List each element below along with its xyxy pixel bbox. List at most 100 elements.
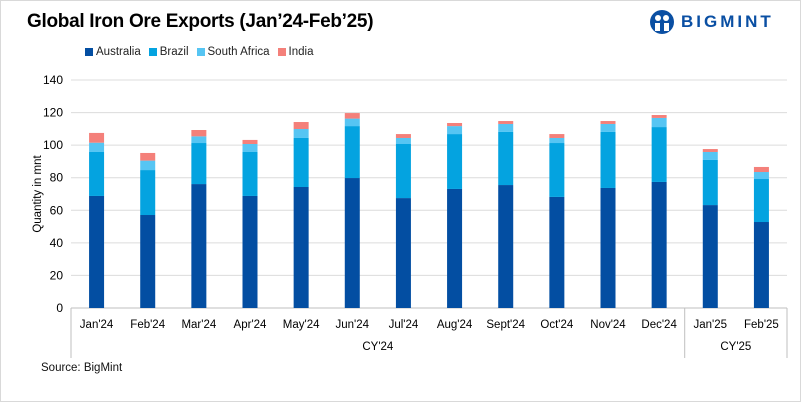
bar-australia [242, 195, 258, 308]
bar-australia [447, 188, 463, 308]
bar-australia [140, 215, 156, 308]
bar-australia [753, 222, 769, 308]
bar-india [549, 134, 565, 138]
legend: Australia Brazil South Africa India [85, 46, 313, 58]
bar-india [140, 152, 156, 161]
legend-label: Brazil [159, 46, 189, 58]
source-note: Source: BigMint [41, 362, 123, 374]
y-tick-label: 40 [50, 236, 64, 250]
chart-title: Global Iron Ore Exports (Jan’24-Feb’25) [27, 11, 374, 32]
x-tick-label: May'24 [283, 319, 320, 331]
x-tick-label: Jun'24 [336, 319, 370, 331]
bar-south-africa [140, 160, 156, 171]
brand-name: BIGMINT [681, 12, 774, 31]
y-tick-label: 20 [50, 268, 64, 282]
x-tick-label: Sept'24 [486, 319, 525, 331]
bar-brazil [651, 127, 667, 182]
bar-brazil [344, 126, 360, 179]
bar-brazil [549, 143, 565, 197]
bar-india [293, 122, 309, 130]
bar-brazil [447, 134, 463, 189]
bar-south-africa [447, 126, 463, 135]
bar-india [651, 115, 667, 118]
bar-australia [191, 184, 207, 308]
bar-south-africa [395, 137, 411, 145]
bigmint-logo-icon [650, 10, 674, 34]
x-tick-label: Nov'24 [590, 319, 626, 331]
bar-brazil [395, 144, 411, 199]
legend-swatch [148, 48, 157, 56]
legend-item: Australia [85, 46, 141, 58]
bar-brazil [191, 143, 207, 185]
bar-india [191, 129, 207, 137]
legend-swatch [277, 48, 286, 56]
bar-south-africa [498, 123, 514, 132]
bar-south-africa [344, 118, 360, 127]
bar-australia [498, 185, 514, 308]
bar-brazil [242, 151, 258, 196]
bar-india [447, 122, 463, 127]
legend-label: India [288, 46, 314, 58]
bar-brazil [600, 131, 616, 188]
bar-south-africa [702, 151, 718, 160]
x-tick-label: Apr'24 [234, 319, 267, 331]
bar-brazil [140, 170, 156, 216]
legend-label: Australia [96, 46, 141, 58]
bar-australia [651, 181, 667, 308]
group-label: CY'24 [362, 341, 394, 353]
bar-india [600, 121, 616, 124]
bar-south-africa [600, 123, 616, 132]
bar-south-africa [293, 129, 309, 138]
bar-south-africa [242, 144, 258, 152]
x-tick-label: Feb'24 [130, 319, 165, 331]
y-tick-label: 120 [43, 106, 63, 120]
bar-india [498, 121, 514, 124]
x-tick-label: Mar'24 [181, 319, 216, 331]
bar-india [753, 166, 769, 173]
y-tick-label: 80 [50, 171, 64, 185]
y-tick-label: 0 [56, 301, 63, 315]
bar-india [395, 134, 411, 138]
bar-india [242, 139, 258, 145]
bar-south-africa [89, 142, 105, 152]
bar-australia [549, 196, 565, 308]
x-tick-label: Oct'24 [540, 319, 573, 331]
y-axis-label: Quantity in mnt [32, 155, 44, 233]
y-tick-label: 100 [43, 138, 63, 152]
x-tick-label: Feb'25 [744, 319, 779, 331]
legend-swatch [85, 48, 93, 56]
x-tick-label: Jan'24 [80, 319, 114, 331]
x-tick-label: Aug'24 [437, 319, 473, 331]
bar-australia [293, 186, 309, 308]
bar-south-africa [549, 137, 565, 144]
bar-australia [395, 198, 411, 308]
bar-australia [344, 178, 360, 308]
bar-south-africa [191, 136, 207, 144]
bar-brazil [498, 131, 514, 186]
x-tick-label: Dec'24 [641, 319, 677, 331]
legend-swatch [196, 48, 205, 56]
y-tick-label: 140 [43, 73, 63, 87]
bar-brazil [702, 159, 718, 206]
x-tick-label: Jan'25 [694, 319, 728, 331]
group-label: CY'25 [720, 341, 751, 353]
bar-brazil [293, 137, 309, 187]
bar-brazil [753, 179, 769, 223]
bar-south-africa [651, 117, 667, 128]
legend-item: Brazil [148, 46, 189, 58]
legend-item: India [277, 46, 314, 58]
bar-india [702, 149, 718, 152]
bar-india [89, 132, 105, 143]
bar-brazil [89, 151, 105, 196]
legend-item: South Africa [196, 46, 270, 58]
bar-south-africa [753, 172, 769, 180]
x-tick-label: Jul'24 [389, 319, 419, 331]
bar-india [344, 113, 360, 119]
brand-logo: BIGMINT [649, 9, 774, 35]
legend-label: South Africa [207, 46, 270, 58]
bar-australia [89, 195, 105, 308]
y-tick-label: 60 [50, 203, 64, 217]
bar-australia [702, 205, 718, 308]
